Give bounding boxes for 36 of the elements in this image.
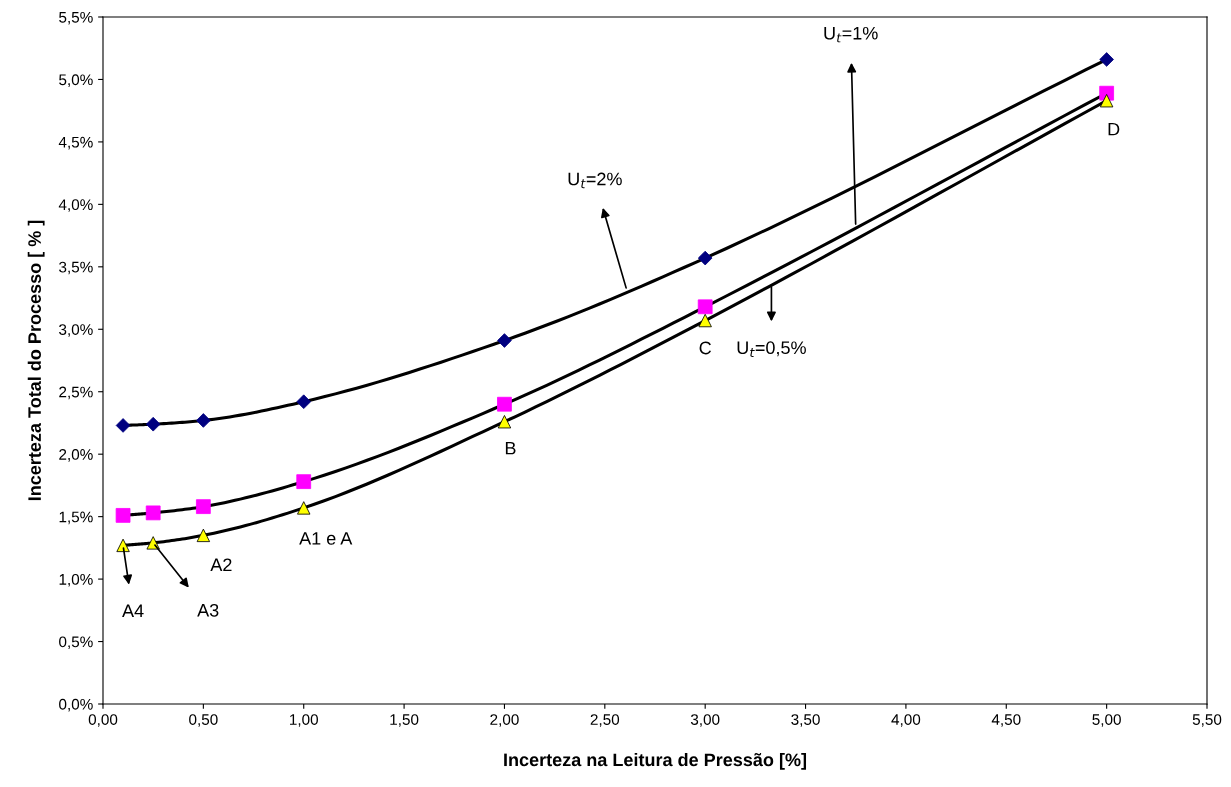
annotation: A1 e A xyxy=(299,532,353,545)
y-tick-label: 4,0% xyxy=(58,199,93,212)
y-tick-label: 3,5% xyxy=(59,261,93,275)
x-tick-label: 1,50 xyxy=(390,714,419,727)
x-tick-label: 3,50 xyxy=(791,714,820,727)
y-tick-label: 5,0% xyxy=(59,74,93,87)
y-axis-title: Incerteza Total do Processo [ % ] xyxy=(27,220,45,501)
x-tick-label: 0,00 xyxy=(88,714,118,727)
annotation: C xyxy=(699,341,712,355)
annotation: U$_{t}$=2% xyxy=(568,172,622,189)
y-tick-label: 3,0% xyxy=(59,324,93,337)
x-tick-label: 5,00 xyxy=(1092,714,1121,727)
x-tick-label: 2,00 xyxy=(490,714,519,727)
x-tick-label: 4,00 xyxy=(891,714,921,727)
y-tick-label: 0,5% xyxy=(59,636,93,650)
y-tick-label: 2,0% xyxy=(59,449,93,462)
x-tick-label: 0,50 xyxy=(189,714,218,727)
x-axis-title: Incerteza na Leitura de Pressão [%] xyxy=(504,752,807,770)
y-tick-label: 0,0% xyxy=(59,698,93,712)
annotation: A2 xyxy=(210,558,232,572)
y-tick-label: 1,5% xyxy=(59,511,93,525)
x-tick-label: 5,50 xyxy=(1192,714,1222,727)
annotation: A3 xyxy=(197,603,219,617)
x-tick-label: 2,50 xyxy=(590,714,620,727)
annotation: A4 xyxy=(122,604,144,618)
y-tick-label: 1,0% xyxy=(59,573,93,587)
y-tick-label: 2,5% xyxy=(59,386,93,400)
annotation: U$_{t}$=0,5% xyxy=(737,341,806,357)
y-tick-label: 5,5% xyxy=(59,11,93,25)
x-tick-label: 4,50 xyxy=(991,714,1021,727)
y-tick-label: 4,5% xyxy=(58,136,93,150)
annotation: D xyxy=(1108,122,1120,136)
x-tick-label: 1,00 xyxy=(290,714,318,727)
x-tick-label: 3,00 xyxy=(690,714,720,727)
annotation: U$_{t}$=1% xyxy=(824,26,878,43)
annotation: B xyxy=(505,441,516,455)
